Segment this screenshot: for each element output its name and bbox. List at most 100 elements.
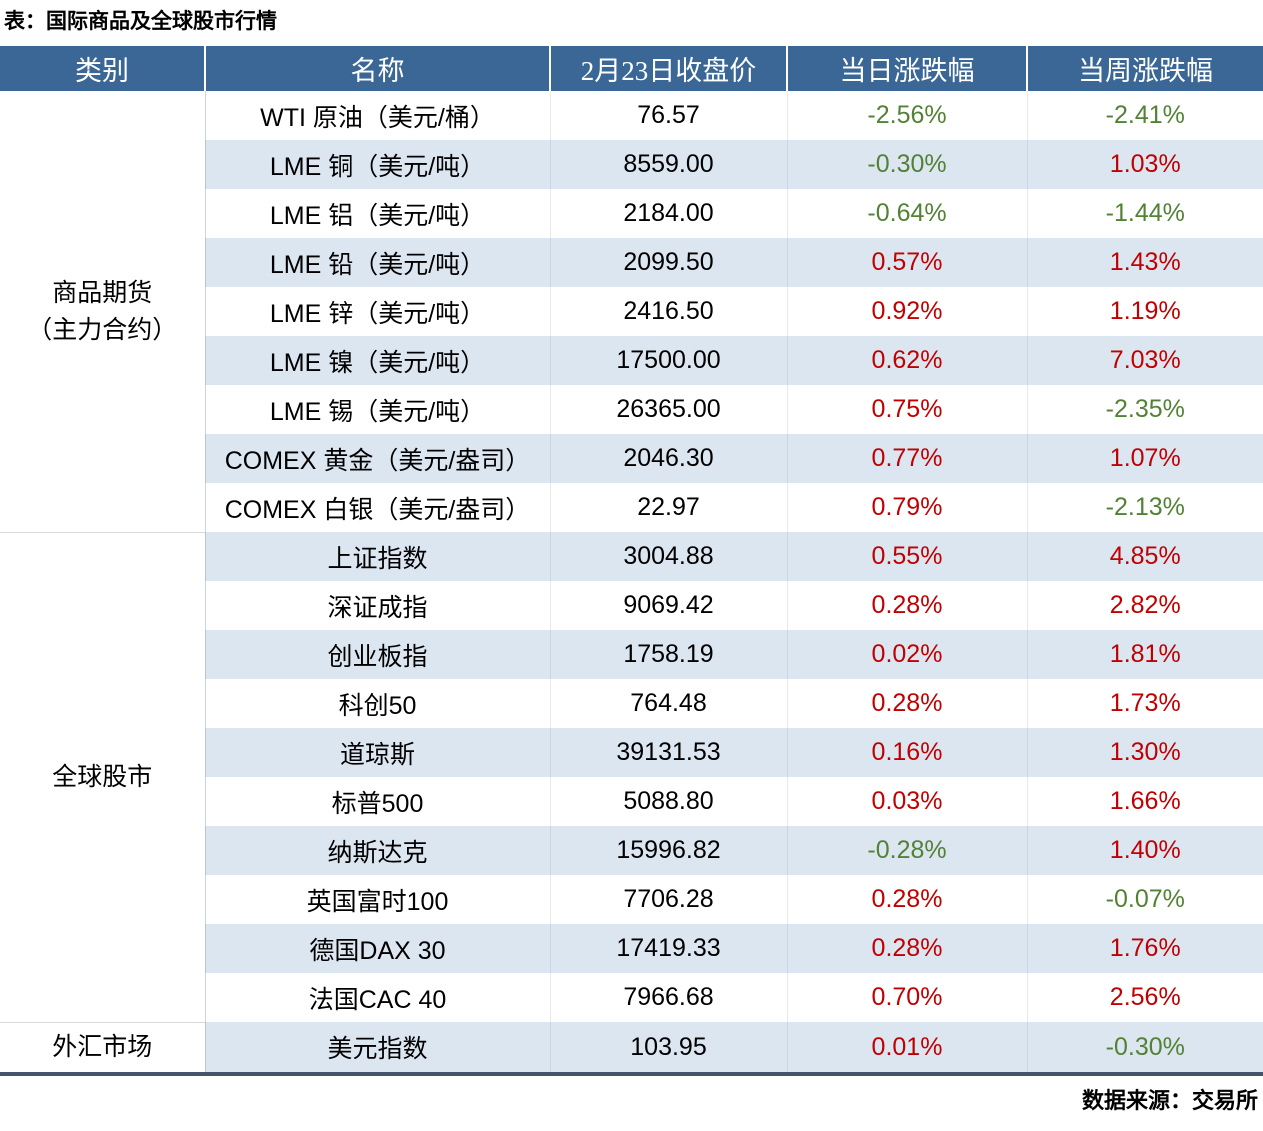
- category-line: 全球股市: [52, 763, 153, 792]
- week-change-cell: -0.07%: [1027, 875, 1263, 925]
- day-change-cell: 0.02%: [787, 630, 1028, 680]
- table-body: 商品期货 （主力合约） WTI 原油（美元/桶） 76.57 -2.56% -2.41% L…: [0, 91, 1263, 1072]
- name-cell: 法国CAC 40: [205, 973, 551, 1023]
- market-table: 类别 名称 2月23日收盘价 当日涨跌幅 当周涨跌幅 商品期货 （主力合约） WTI…: [0, 46, 1263, 1072]
- table-row: 科创50 764.48 0.28% 1.73%: [0, 679, 1263, 729]
- category-line: （主力合约）: [27, 315, 178, 344]
- day-change-cell: 0.28%: [787, 924, 1028, 974]
- category-line: 外汇市场: [52, 1033, 153, 1062]
- page-title: 表：国际商品及全球股市行情: [4, 10, 277, 33]
- close-price-cell: 2416.50: [550, 287, 788, 337]
- close-price-cell: 17500.00: [550, 336, 788, 386]
- close-price-cell: 15996.82: [550, 826, 788, 876]
- week-change-cell: 1.43%: [1027, 238, 1263, 288]
- table-row: 全球股市 上证指数 3004.88 0.55% 4.85%: [0, 531, 1263, 1023]
- name-cell: 纳斯达克: [205, 826, 551, 876]
- table-row: 外汇市场 美元指数 103.95 0.01% -0.30%: [0, 1021, 1263, 1072]
- header-name: 名称: [205, 46, 551, 92]
- table-row: 道琼斯 39131.53 0.16% 1.30%: [0, 728, 1263, 778]
- week-change-cell: 2.82%: [1027, 581, 1263, 631]
- header-category: 类别: [0, 46, 206, 92]
- name-cell: 美元指数: [205, 1022, 551, 1072]
- table-row: LME 铅（美元/吨） 2099.50 0.57% 1.43%: [0, 238, 1263, 288]
- category-cell: 全球股市: [0, 531, 206, 1023]
- table-row: COMEX 黄金（美元/盎司） 2046.30 0.77% 1.07%: [0, 434, 1263, 484]
- week-change-cell: 1.76%: [1027, 924, 1263, 974]
- data-source-note: 数据来源：交易所: [1081, 1087, 1258, 1113]
- day-change-cell: 0.79%: [787, 483, 1028, 533]
- week-change-cell: -2.41%: [1027, 91, 1263, 141]
- close-price-cell: 103.95: [550, 1022, 788, 1072]
- header-row: 类别 名称 2月23日收盘价 当日涨跌幅 当周涨跌幅: [0, 46, 1263, 92]
- close-price-cell: 39131.53: [550, 728, 788, 778]
- table-row: 深证成指 9069.42 0.28% 2.82%: [0, 581, 1263, 631]
- table-row: 商品期货 （主力合约） WTI 原油（美元/桶） 76.57 -2.56% -2.41%: [0, 91, 1263, 533]
- table-row: LME 铝（美元/吨） 2184.00 -0.64% -1.44%: [0, 189, 1263, 239]
- day-change-cell: 0.77%: [787, 434, 1028, 484]
- name-cell: 道琼斯: [205, 728, 551, 778]
- name-cell: 英国富时100: [205, 875, 551, 925]
- table-bottom-rule: [0, 1071, 1263, 1076]
- name-cell: WTI 原油（美元/桶）: [205, 91, 551, 141]
- day-change-cell: 0.28%: [787, 581, 1028, 631]
- day-change-cell: 0.92%: [787, 287, 1028, 337]
- close-price-cell: 8559.00: [550, 140, 788, 190]
- day-change-cell: -2.56%: [787, 91, 1028, 141]
- name-cell: LME 镍（美元/吨）: [205, 336, 551, 386]
- close-price-cell: 2046.30: [550, 434, 788, 484]
- week-change-cell: 2.56%: [1027, 973, 1263, 1023]
- day-change-cell: 0.28%: [787, 679, 1028, 729]
- table-row: 法国CAC 40 7966.68 0.70% 2.56%: [0, 973, 1263, 1023]
- table-row: LME 镍（美元/吨） 17500.00 0.62% 7.03%: [0, 336, 1263, 386]
- week-change-cell: 1.73%: [1027, 679, 1263, 729]
- close-price-cell: 3004.88: [550, 532, 788, 582]
- close-price-cell: 76.57: [550, 91, 788, 141]
- week-change-cell: 1.81%: [1027, 630, 1263, 680]
- close-price-cell: 26365.00: [550, 385, 788, 435]
- close-price-cell: 764.48: [550, 679, 788, 729]
- day-change-cell: 0.55%: [787, 532, 1028, 582]
- week-change-cell: 1.07%: [1027, 434, 1263, 484]
- table-row: 英国富时100 7706.28 0.28% -0.07%: [0, 875, 1263, 925]
- name-cell: 科创50: [205, 679, 551, 729]
- table-row: COMEX 白银（美元/盎司） 22.97 0.79% -2.13%: [0, 483, 1263, 533]
- week-change-cell: 1.19%: [1027, 287, 1263, 337]
- day-change-cell: 0.75%: [787, 385, 1028, 435]
- day-change-cell: 0.70%: [787, 973, 1028, 1023]
- close-price-cell: 2099.50: [550, 238, 788, 288]
- header-day-change: 当日涨跌幅: [787, 46, 1028, 92]
- day-change-cell: -0.64%: [787, 189, 1028, 239]
- table-row: LME 锌（美元/吨） 2416.50 0.92% 1.19%: [0, 287, 1263, 337]
- name-cell: LME 锌（美元/吨）: [205, 287, 551, 337]
- week-change-cell: -2.13%: [1027, 483, 1263, 533]
- category-line: 商品期货: [52, 279, 153, 308]
- name-cell: LME 锡（美元/吨）: [205, 385, 551, 435]
- name-cell: LME 铅（美元/吨）: [205, 238, 551, 288]
- table-row: 创业板指 1758.19 0.02% 1.81%: [0, 630, 1263, 680]
- close-price-cell: 17419.33: [550, 924, 788, 974]
- week-change-cell: 7.03%: [1027, 336, 1263, 386]
- week-change-cell: 1.03%: [1027, 140, 1263, 190]
- day-change-cell: 0.16%: [787, 728, 1028, 778]
- close-price-cell: 22.97: [550, 483, 788, 533]
- name-cell: 标普500: [205, 777, 551, 827]
- table-row: 标普500 5088.80 0.03% 1.66%: [0, 777, 1263, 827]
- category-cell: 外汇市场: [0, 1021, 206, 1072]
- name-cell: 创业板指: [205, 630, 551, 680]
- name-cell: 深证成指: [205, 581, 551, 631]
- close-price-cell: 5088.80: [550, 777, 788, 827]
- week-change-cell: 4.85%: [1027, 532, 1263, 582]
- header-week-change: 当周涨跌幅: [1027, 46, 1263, 92]
- header-close-price: 2月23日收盘价: [550, 46, 788, 92]
- day-change-cell: -0.28%: [787, 826, 1028, 876]
- day-change-cell: -0.30%: [787, 140, 1028, 190]
- day-change-cell: 0.28%: [787, 875, 1028, 925]
- day-change-cell: 0.01%: [787, 1022, 1028, 1072]
- close-price-cell: 2184.00: [550, 189, 788, 239]
- week-change-cell: 1.40%: [1027, 826, 1263, 876]
- week-change-cell: 1.30%: [1027, 728, 1263, 778]
- table-row: LME 铜（美元/吨） 8559.00 -0.30% 1.03%: [0, 140, 1263, 190]
- week-change-cell: 1.66%: [1027, 777, 1263, 827]
- close-price-cell: 7966.68: [550, 973, 788, 1023]
- week-change-cell: -1.44%: [1027, 189, 1263, 239]
